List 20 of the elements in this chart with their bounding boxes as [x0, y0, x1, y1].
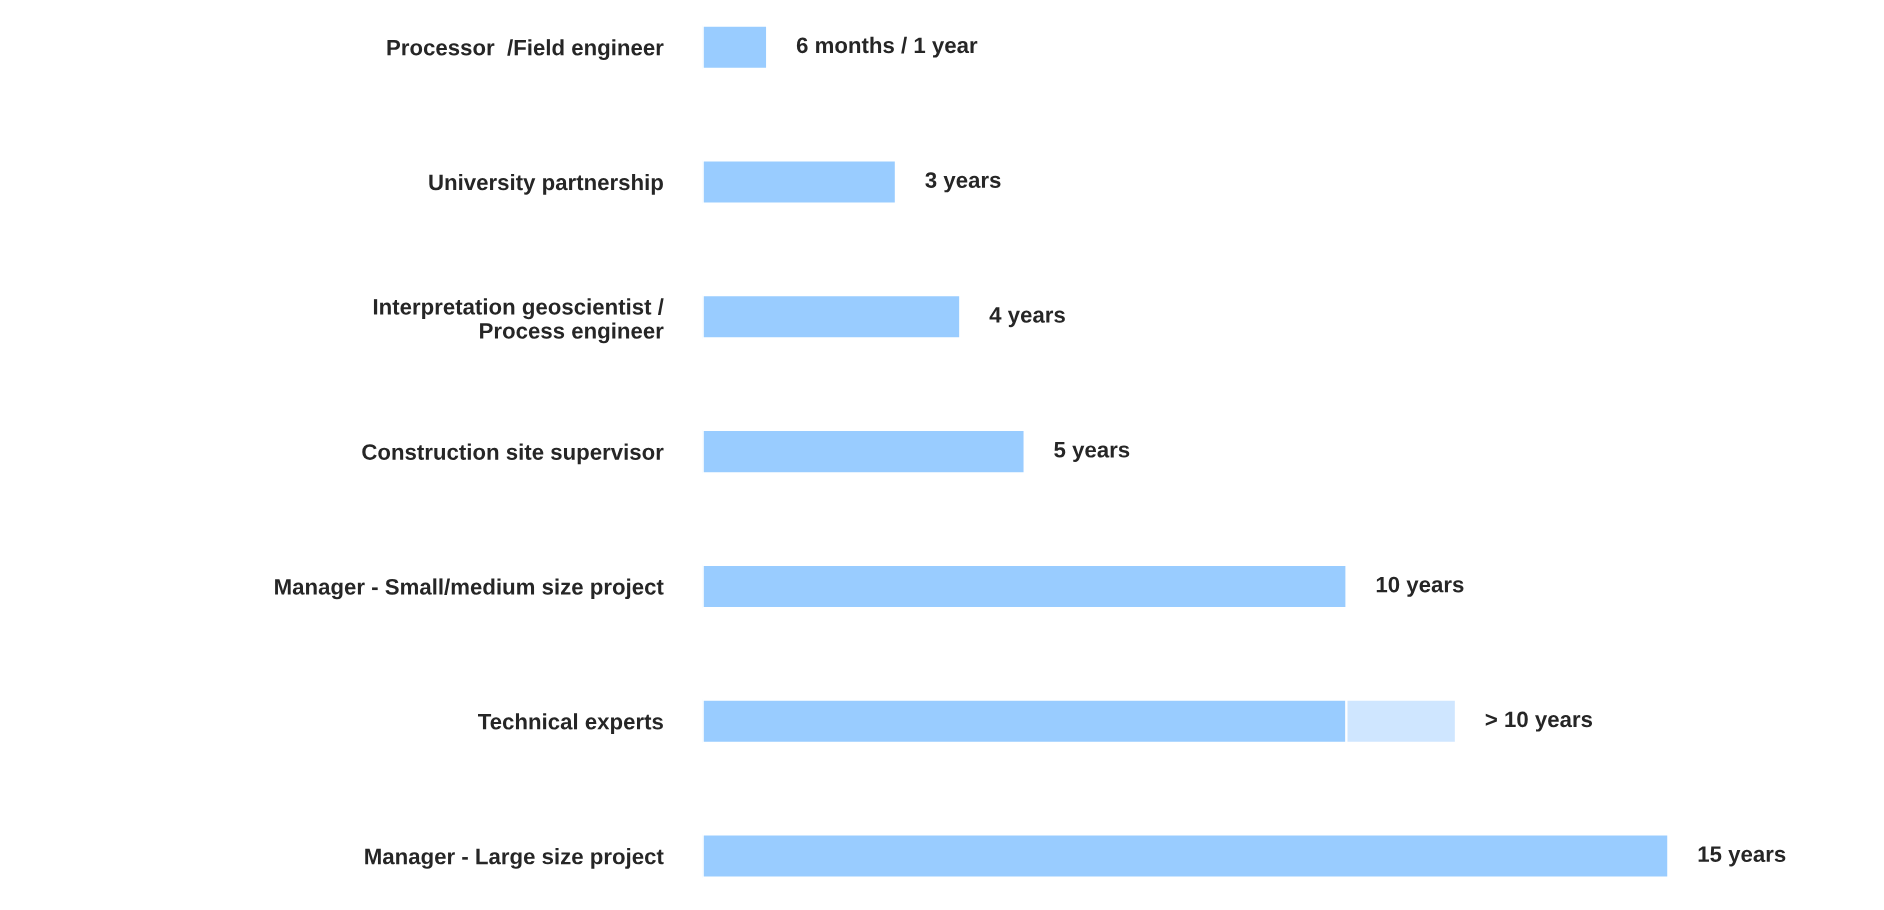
bar [702, 429, 1026, 475]
data-label: 4 years [989, 307, 1065, 328]
y-tick-label: Processor /Field engineer [387, 39, 664, 60]
bar [702, 24, 769, 70]
data-label: 5 years [1054, 442, 1130, 462]
bar [702, 294, 962, 340]
data-label: 6 months / 1 year [796, 36, 978, 58]
y-tick-label: Manager - Small/medium size project [275, 578, 664, 600]
data-label: > 10 years [1485, 711, 1593, 732]
data-label: 3 years [925, 172, 1001, 193]
y-tick-label: Manager - Large size project [365, 848, 664, 869]
bar [702, 563, 1348, 610]
y-tick-label: Interpretation geoscientist / Process engineer [373, 298, 664, 344]
data-label: 15 years [1698, 846, 1786, 867]
y-tick-label: University partnership [429, 173, 663, 195]
bar [702, 159, 897, 205]
bar [702, 833, 1670, 879]
data-label: 10 years [1376, 576, 1464, 597]
y-tick-label: Construction site supervisor [362, 443, 664, 465]
y-tick-label: Technical experts [478, 713, 663, 734]
